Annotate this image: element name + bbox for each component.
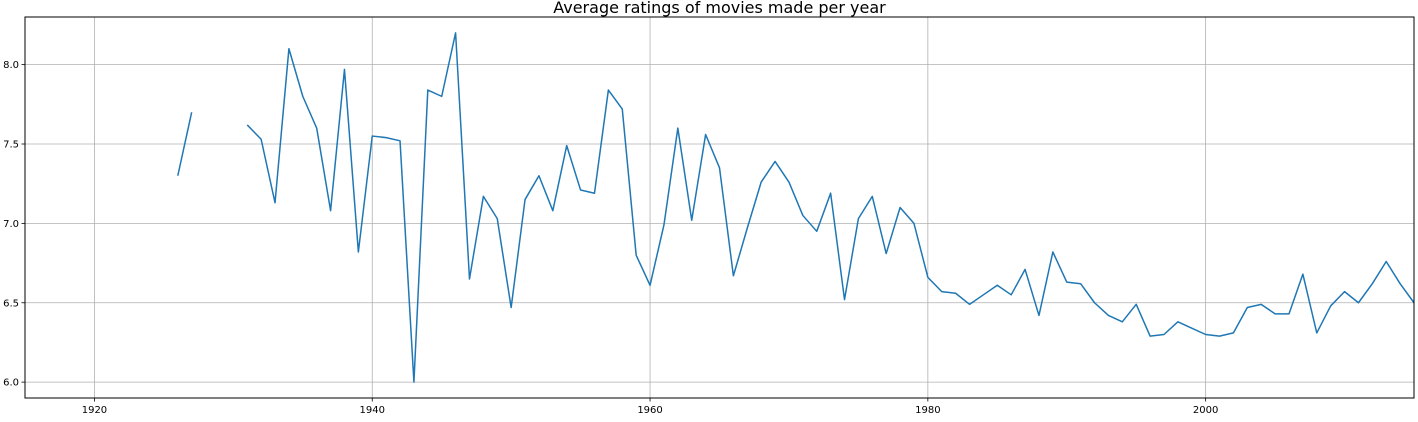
x-tick-label: 2000 (1193, 405, 1218, 416)
grid (25, 17, 1414, 398)
ticks: 1920 1940 1960 1980 2000 6.0 6.5 7.0 7.5 8.0 (3, 60, 1218, 416)
chart-title: Average ratings of movies made per year (553, 0, 886, 17)
x-tick-label: 1980 (915, 405, 940, 416)
y-tick-label: 6.5 (3, 298, 19, 309)
y-tick-label: 7.5 (3, 140, 19, 151)
series-line (177, 112, 193, 176)
axes-frame (24, 16, 1415, 399)
series-lines (177, 32, 1415, 383)
y-tick-label: 8.0 (3, 60, 19, 71)
x-tick-label: 1940 (360, 405, 385, 416)
y-tick-label: 6.0 (3, 378, 19, 389)
x-tick-label: 1960 (637, 405, 662, 416)
series-line (246, 32, 1415, 383)
x-tick-label: 1920 (82, 405, 107, 416)
y-tick-label: 7.0 (3, 219, 19, 230)
